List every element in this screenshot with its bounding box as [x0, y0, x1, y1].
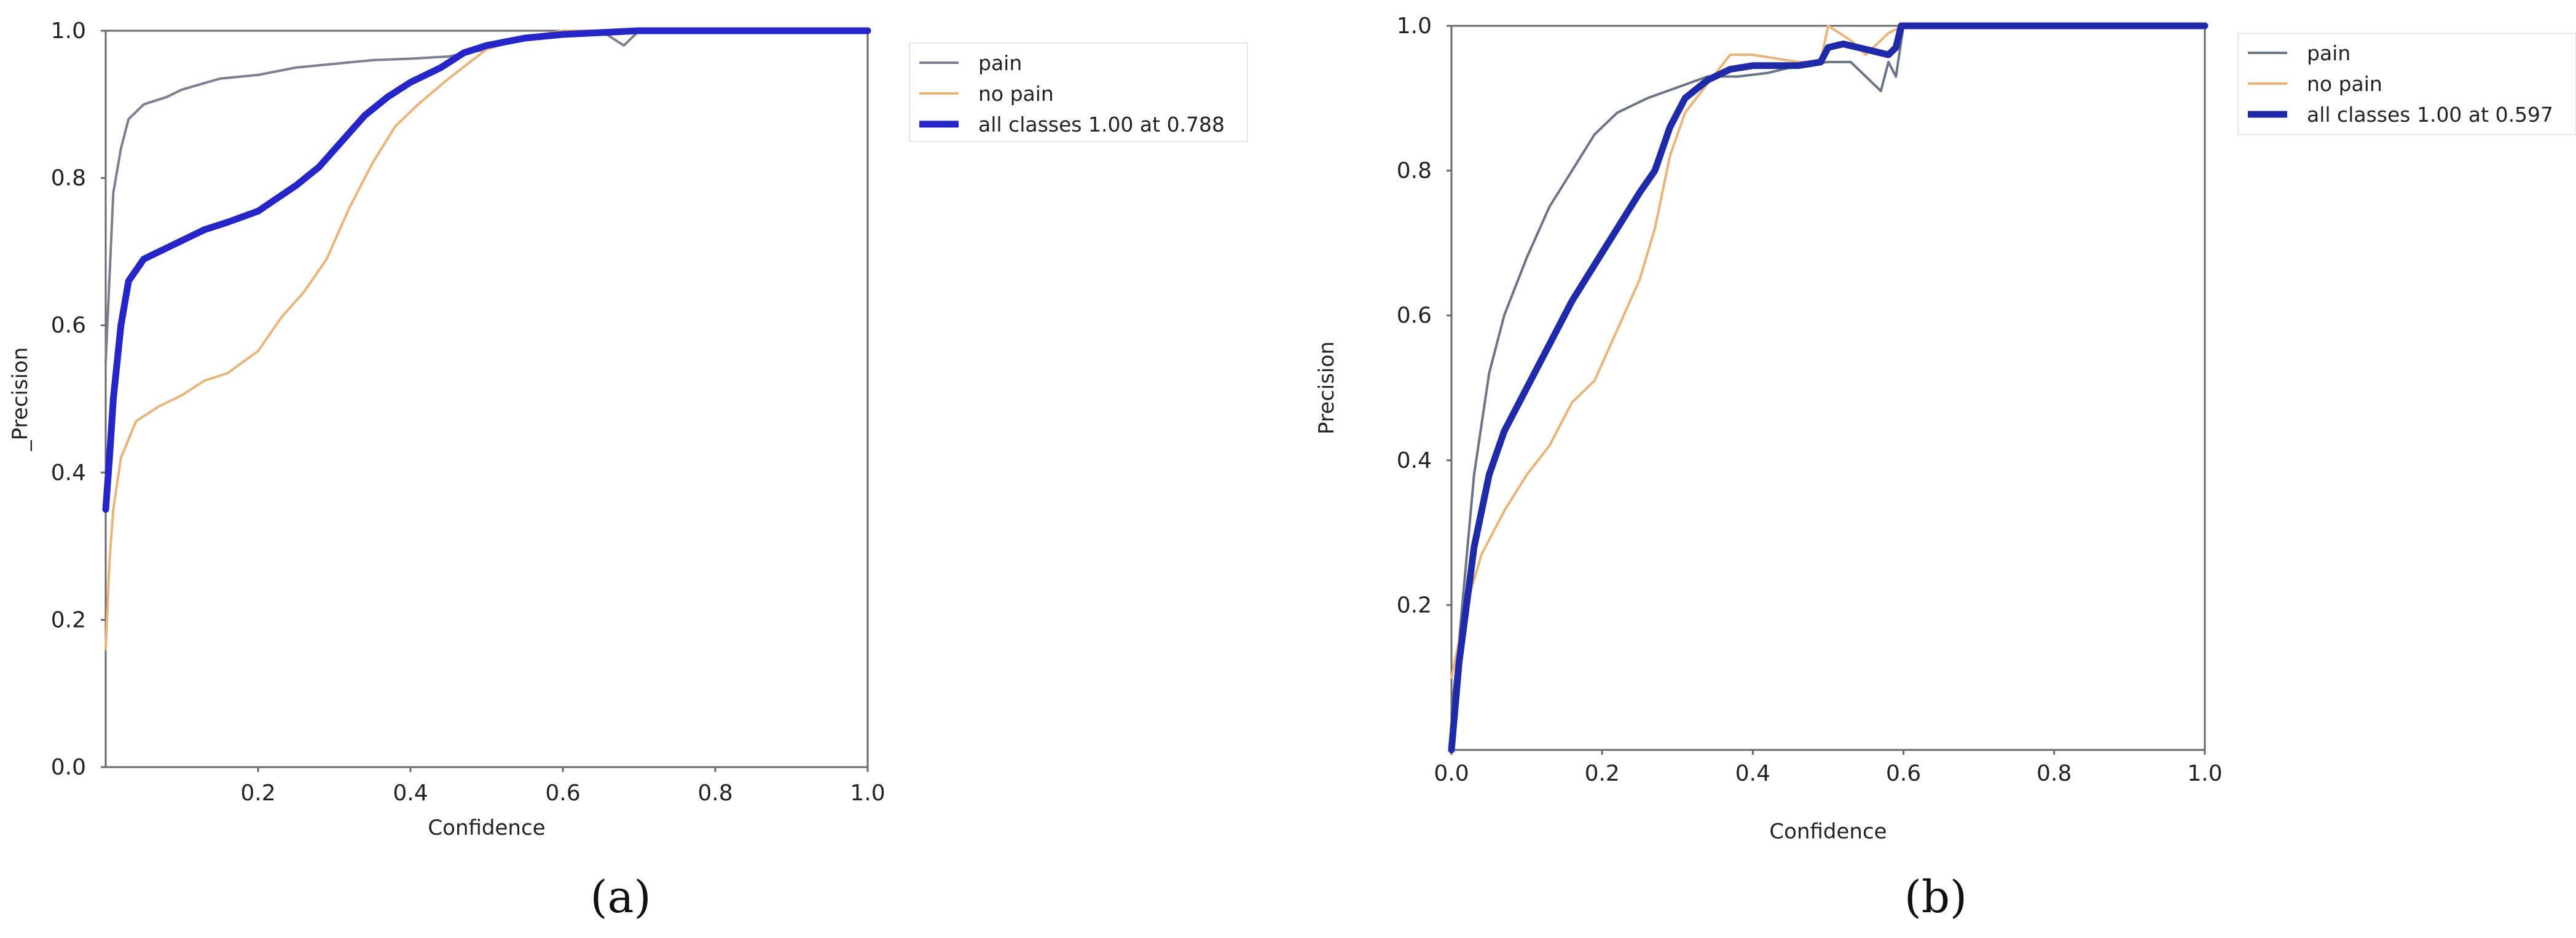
x-tick-label: 1.0: [2187, 761, 2222, 786]
legend: pain no pain all classes 1.00 at 0.788: [909, 42, 1248, 142]
legend-label: no pain: [2307, 72, 2382, 96]
panel-label: (a): [590, 871, 651, 923]
x-tick-label: 0.8: [697, 781, 732, 806]
plot-frame: [1450, 25, 2206, 751]
legend-label: all classes 1.00 at 0.788: [978, 112, 1225, 136]
y-tick-label: 0.4: [1397, 448, 1432, 473]
y-tick-label: 0.0: [51, 755, 86, 780]
y-tick-label: 0.8: [51, 166, 86, 191]
y-tick-label: 0.6: [51, 313, 86, 338]
legend-label: pain: [978, 51, 1022, 75]
y-tick-label: 0.2: [1397, 593, 1432, 618]
x-tick-label: 0.2: [240, 781, 275, 806]
legend-label: pain: [2307, 41, 2350, 65]
series-line-no-pain: [1450, 25, 2206, 679]
legend-label: no pain: [978, 82, 1054, 106]
y-tick-label: 0.2: [51, 607, 86, 633]
y-axis-label: Precision: [1314, 341, 1339, 435]
x-tick-label: 1.0: [850, 781, 885, 806]
plot-frame: [104, 30, 869, 768]
y-tick-label: 0.6: [1397, 303, 1432, 328]
x-axis-label: Confidence: [428, 816, 545, 840]
x-tick-label: 0.4: [1735, 761, 1770, 786]
x-tick-label: 0.6: [545, 781, 580, 806]
legend-box: [909, 42, 1248, 142]
series-line-no-pain: [104, 30, 869, 651]
y-axis-label: _Precision: [8, 347, 33, 452]
y-tick-label: 0.8: [1397, 159, 1432, 184]
y-tick-label: 1.0: [51, 18, 86, 44]
x-tick-label: 0.8: [2036, 761, 2071, 786]
x-tick-label: 0.2: [1585, 761, 1620, 786]
x-tick-label: 0.0: [1434, 761, 1469, 786]
legend-box: [2237, 33, 2576, 135]
legend-label: all classes 1.00 at 0.597: [2307, 103, 2553, 127]
x-tick-label: 0.4: [393, 781, 428, 806]
series-line-pain: [1450, 25, 2206, 715]
y-tick-label: 1.0: [1397, 14, 1432, 39]
legend: pain no pain all classes 1.00 at 0.597: [2237, 33, 2576, 135]
series-line-all-classes: [1448, 22, 2209, 754]
chart-panel-b: 0.0 0.2 0.4 0.6 0.8 1.0 0.2 0.4 0.6 0.8 1.0 Confide…: [1314, 14, 2576, 923]
panel-label: (b): [1904, 871, 1967, 923]
x-tick-label: 0.6: [1886, 761, 1921, 786]
series-line-all-classes: [102, 27, 871, 513]
x-axis-label: Confidence: [1769, 819, 1887, 844]
chart-panel-a: 0.2 0.4 0.6 0.8 1.0 0.0 0.2 0.4 0.6 0.8 1.0 Confide…: [8, 18, 1248, 923]
y-tick-label: 0.4: [51, 460, 86, 486]
series-line-pain: [104, 30, 869, 364]
